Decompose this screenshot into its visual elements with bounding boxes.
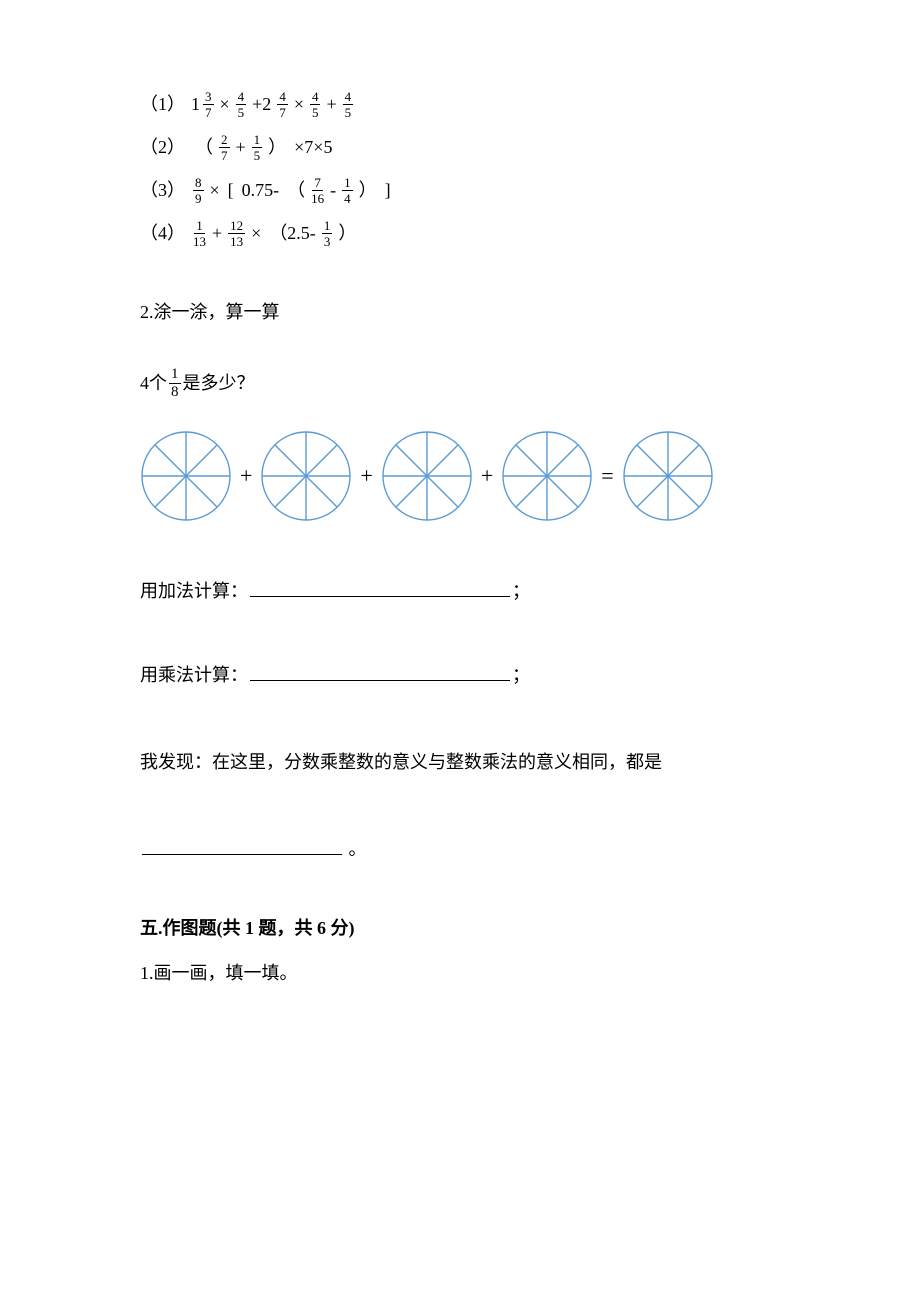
plus-sign: +	[481, 458, 493, 493]
discovery-text: 我发现：在这里，分数乘整数的意义与整数乘法的意义相同，都是	[140, 744, 790, 780]
multiplication-blank-line: 用乘法计算： ；	[140, 661, 790, 690]
fraction: 113	[193, 219, 206, 248]
fraction: 15	[252, 133, 263, 162]
fraction: 716	[311, 176, 324, 205]
problem-1: （1） 1 37 × 45 +2 47 × 45 + 45	[140, 90, 790, 119]
fraction: 14	[342, 176, 353, 205]
pie-circle-icon	[381, 430, 473, 522]
mul-label: 用乘法计算：	[140, 661, 248, 690]
question-suffix: 是多少？	[183, 369, 255, 398]
operator-times: ×	[220, 90, 230, 119]
operator-times: ×	[210, 176, 220, 205]
mid: 0.75-	[242, 176, 280, 205]
question-prefix: 4个	[140, 369, 167, 398]
mixed-number: 1 37	[191, 90, 216, 119]
operator-minus: -	[330, 176, 336, 205]
rparen: ）	[268, 133, 286, 162]
problem-list: （1） 1 37 × 45 +2 47 × 45 + 45 （2） （ 27 +…	[140, 90, 790, 248]
operator-plus: +	[236, 133, 246, 162]
section-5-item-1: 1.画一画，填一填。	[140, 959, 790, 988]
pie-circle-icon	[140, 430, 232, 522]
problem-4: （4） 113 + 1213 × （2.5- 13 ）	[140, 219, 790, 248]
equals-sign: =	[601, 458, 613, 493]
pie-circle-icon	[622, 430, 714, 522]
semicolon: ；	[512, 577, 530, 606]
section-2-label: 2.涂一涂，算一算	[140, 298, 790, 327]
fraction: 1213	[228, 219, 245, 248]
addition-blank-line: 用加法计算： ；	[140, 577, 790, 606]
question-row: 4个 18 是多少？	[140, 367, 790, 400]
circles-equation: + + + =	[140, 430, 790, 522]
plus-sign: +	[240, 458, 252, 493]
fraction: 37	[203, 90, 214, 119]
rparen: ）	[359, 176, 377, 205]
fraction: 45	[236, 90, 247, 119]
problem-number: （1）	[140, 90, 185, 119]
mid-text: +2	[252, 90, 271, 119]
fraction: 45	[343, 90, 354, 119]
fraction: 45	[310, 90, 321, 119]
problem-number: （3）	[140, 176, 185, 205]
fraction: 89	[193, 176, 204, 205]
lbrack: [	[228, 176, 234, 205]
blank-underline	[142, 837, 342, 855]
pie-circle-icon	[501, 430, 593, 522]
tail: ×7×5	[294, 133, 332, 162]
add-label: 用加法计算：	[140, 577, 248, 606]
rparen: ）	[338, 219, 356, 248]
problem-2: （2） （ 27 + 15 ） ×7×5	[140, 133, 790, 162]
problem-number: （2）	[140, 133, 185, 162]
period: 。	[349, 839, 367, 859]
rbrack: ]	[385, 176, 391, 205]
fraction: 13	[322, 219, 333, 248]
fraction: 27	[219, 133, 230, 162]
lparen: （	[195, 133, 213, 162]
fraction: 47	[277, 90, 288, 119]
fraction: 18	[169, 367, 181, 400]
operator-plus: +	[326, 90, 336, 119]
pie-circle-icon	[260, 430, 352, 522]
section-5-heading: 五.作图题(共 1 题，共 6 分)	[140, 914, 790, 943]
semicolon: ；	[512, 661, 530, 690]
problem-number: （4）	[140, 219, 185, 248]
blank-underline	[250, 579, 510, 597]
problem-3: （3） 89 × [ 0.75- （ 716 - 14 ） ]	[140, 176, 790, 205]
operator-times: ×	[251, 219, 261, 248]
operator-plus: +	[212, 219, 222, 248]
lparen: （	[287, 176, 305, 205]
discovery-blank-line: 。	[140, 835, 790, 864]
blank-underline	[250, 663, 510, 681]
operator-times: ×	[294, 90, 304, 119]
mid: （2.5-	[269, 219, 316, 248]
plus-sign: +	[360, 458, 372, 493]
